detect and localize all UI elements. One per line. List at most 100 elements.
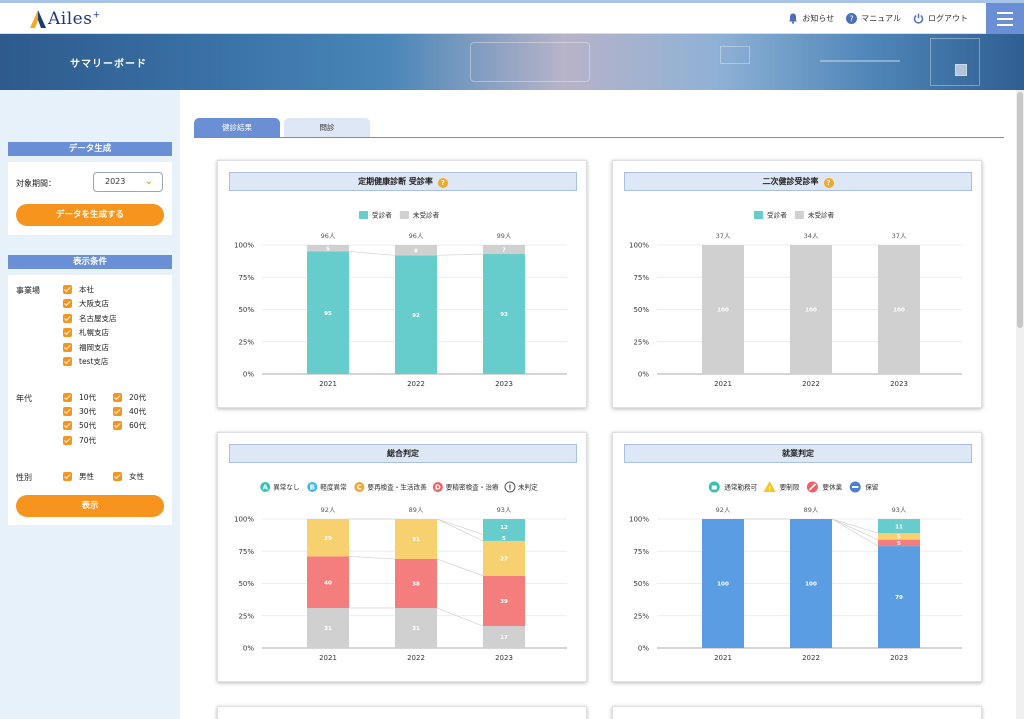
age-checkbox[interactable]: 40代 — [113, 406, 146, 417]
help-icon: ? — [846, 13, 858, 24]
legend-badge-letter: ! — [508, 484, 511, 492]
age-checkbox[interactable]: 60代 — [113, 420, 146, 431]
x-tick-label: 2022 — [407, 654, 425, 662]
chart-svg: 受診者 未受診者 0% 25% 50% 75% 100% 100 37人 2021 100 34人 20… — [629, 210, 962, 388]
help-icon[interactable]: ? — [437, 178, 448, 188]
bar-segment — [790, 245, 832, 374]
legend-badge-icon — [260, 482, 271, 492]
office-checkbox[interactable]: test支店 — [63, 356, 108, 367]
checkbox-checked-icon — [63, 343, 72, 352]
display-button[interactable]: 表示 — [16, 495, 164, 517]
generate-data-button[interactable]: データを生成する — [16, 204, 164, 226]
gender-checkbox[interactable]: 女性 — [113, 471, 144, 482]
legend-label: 異常なし — [273, 482, 299, 491]
bar-value-label: 79 — [895, 595, 903, 601]
chart-svg: A 異常なし B 軽度異常 C 要再検査・生活改善 D 要精密検査・治療! 未判定 0% 25% 50… — [234, 481, 567, 662]
y-tick-label: 75% — [238, 274, 254, 282]
gender-option-label: 男性 — [79, 472, 94, 481]
bar-segment — [395, 558, 437, 609]
y-tick-label: 50% — [238, 580, 254, 588]
age-checkbox[interactable]: 10代 — [63, 392, 96, 403]
legend-label: 保留 — [865, 482, 879, 491]
legend-label: 軽度異常 — [320, 482, 347, 491]
conditions-panel — [8, 275, 172, 525]
age-checkbox[interactable]: 70代 — [63, 435, 96, 446]
age-option-label: 10代 — [79, 393, 97, 402]
gender-checkbox[interactable]: 男性 — [63, 471, 94, 482]
age-option-label: 60代 — [129, 421, 147, 430]
legend-label: 未受診者 — [808, 210, 835, 219]
tab-checkup-results[interactable]: 健診結果 — [194, 118, 280, 137]
bar-segment — [307, 251, 349, 374]
age-checkbox[interactable]: 50代 — [63, 420, 96, 431]
warning-glyph: ! — [768, 485, 771, 493]
age-checkbox[interactable]: 20代 — [113, 392, 146, 403]
bar-value-label: 100 — [893, 308, 905, 314]
x-tick-label: 2021 — [714, 380, 732, 388]
bar-value-label: 5 — [502, 536, 506, 542]
manual-link[interactable]: ? マニュアル — [846, 13, 901, 24]
x-tick-label: 2022 — [802, 654, 820, 662]
bar-segment — [483, 575, 525, 627]
logo-text: Ailes+ — [48, 9, 101, 29]
legend-badge-icon — [504, 481, 516, 493]
logo[interactable]: Ailes+ — [30, 9, 100, 29]
checkbox-checked-icon — [63, 407, 72, 416]
y-tick-label: 100% — [629, 516, 649, 524]
scrollbar-thumb[interactable] — [1017, 92, 1023, 328]
bar-value-label: 40 — [324, 580, 332, 586]
bell-icon — [789, 13, 798, 24]
bar-total-label: 96人 — [409, 232, 424, 240]
logo-mark-icon — [30, 10, 46, 28]
office-checkbox[interactable]: 本社 — [63, 284, 94, 295]
chart-title: 二次健診受診率? — [624, 172, 972, 191]
bar-total-label: 34人 — [804, 232, 819, 240]
age-label: 年代 — [16, 394, 32, 403]
x-tick-label: 2023 — [890, 380, 908, 388]
top-bar: Ailes+ お知らせ ? マニュアル ログアウト — [0, 0, 1024, 34]
office-label: 事業場 — [16, 286, 40, 295]
y-tick-label: 50% — [633, 306, 649, 314]
bar-total-label: 89人 — [409, 506, 424, 514]
bar-value-label: 27 — [500, 557, 508, 563]
bar-segment — [395, 245, 437, 256]
top-nav: お知らせ ? マニュアル ログアウト — [776, 13, 968, 24]
bar-segment — [878, 539, 920, 547]
y-tick-label: 0% — [243, 645, 254, 653]
y-tick-label: 75% — [633, 274, 649, 282]
bar-value-label: 92 — [412, 313, 420, 319]
bar-segment — [307, 556, 349, 609]
age-checkbox[interactable]: 30代 — [63, 406, 96, 417]
y-tick-label: 25% — [238, 338, 254, 346]
bar-value-label: 5 — [897, 541, 901, 547]
checkbox-checked-icon — [113, 472, 122, 481]
office-checkbox[interactable]: 名古屋支店 — [63, 313, 117, 324]
bar-value-label: 31 — [412, 626, 420, 632]
bar-segment — [702, 519, 744, 648]
chart-card-next — [217, 706, 587, 719]
bar-segment — [483, 254, 525, 374]
hamburger-menu-icon[interactable] — [986, 3, 1024, 34]
period-select[interactable]: 2023 ⌄ — [93, 172, 163, 192]
help-icon[interactable]: ? — [823, 178, 834, 188]
age-option-label: 20代 — [129, 393, 147, 402]
office-checkbox[interactable]: 大阪支店 — [63, 298, 109, 309]
notice-link[interactable]: お知らせ — [788, 13, 834, 24]
office-checkbox[interactable]: 福岡支店 — [63, 342, 109, 353]
office-option-label: test支店 — [79, 357, 109, 366]
bar-total-label: 99人 — [497, 232, 512, 240]
bar-segment — [483, 245, 525, 255]
x-tick-label: 2023 — [890, 654, 908, 662]
connector-line — [348, 251, 396, 256]
logout-label: ログアウト — [928, 14, 968, 23]
chart-card-checkup-rate: 定期健康診断 受診率? 受診者 未受診者 0% 25% 50% 75% 100% 95 5 96人… — [217, 160, 587, 408]
chart-card-next — [612, 706, 982, 719]
bar-value-label: 100 — [717, 582, 729, 588]
office-checkbox[interactable]: 札幌支店 — [63, 327, 109, 338]
bar-value-label: 100 — [805, 582, 817, 588]
checkbox-checked-icon — [63, 357, 72, 366]
tab-interview[interactable]: 問診 — [284, 118, 370, 137]
logout-link[interactable]: ログアウト — [913, 13, 968, 24]
bar-total-label: 93人 — [892, 506, 907, 514]
scrollbar-track[interactable] — [1016, 90, 1024, 719]
